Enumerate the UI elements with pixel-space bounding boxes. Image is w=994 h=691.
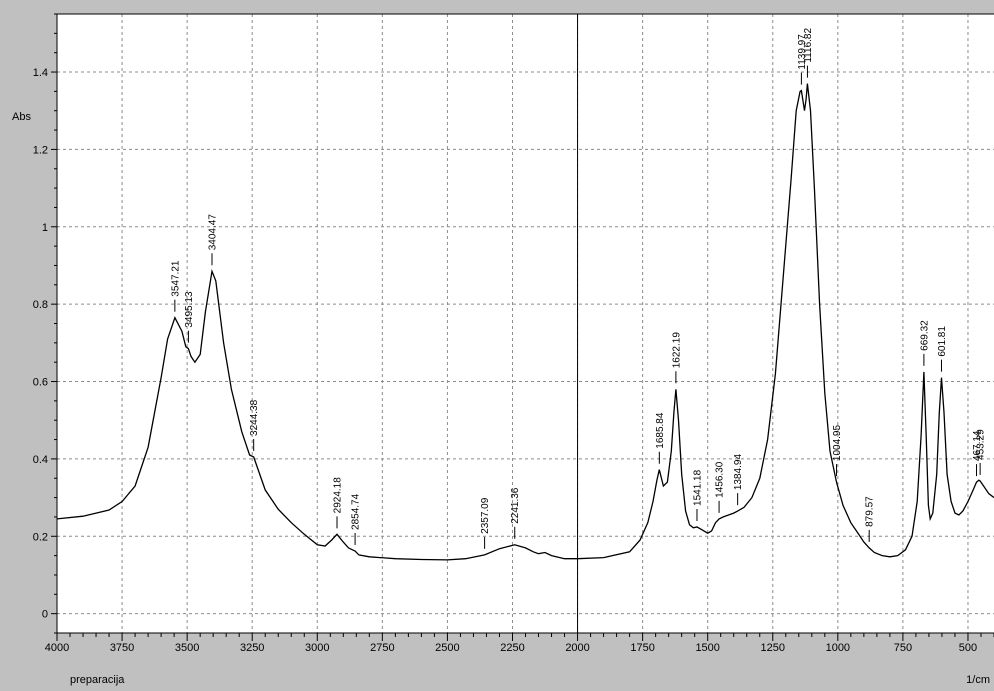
plot-area[interactable] <box>57 14 994 633</box>
y-tick-label: 1.4 <box>33 67 48 79</box>
peak-label: 1384.94 <box>733 454 744 491</box>
x-tick-label: 2250 <box>500 642 524 654</box>
peak-marker[interactable]: 669.32 <box>919 320 930 366</box>
grid <box>57 14 994 633</box>
y-tick-label: 1 <box>42 222 48 234</box>
x-tick-label: 3500 <box>175 642 199 654</box>
peak-marker[interactable]: 467.14 <box>972 430 983 477</box>
peak-marker[interactable]: 2357.09 <box>480 497 491 549</box>
x-tick-label: 2000 <box>565 642 589 654</box>
peak-marker[interactable]: 1004.95 <box>832 425 843 477</box>
y-tick-label: 0.4 <box>33 454 48 466</box>
peak-marker[interactable]: 2924.18 <box>333 477 344 529</box>
x-tick-label: 1500 <box>695 642 719 654</box>
y-tick-label: 0.2 <box>33 531 48 543</box>
peak-marker[interactable]: 1116.82 <box>803 28 814 78</box>
peak-marker[interactable]: 1139.97 <box>797 34 808 85</box>
peak-marker[interactable]: 3495.13 <box>184 291 195 343</box>
peak-marker[interactable]: 3404.47 <box>208 214 219 266</box>
x-tick-label: 750 <box>894 642 912 654</box>
peak-marker[interactable]: 1622.19 <box>671 332 682 384</box>
series <box>56 83 994 561</box>
peak-marker[interactable]: 1685.84 <box>655 412 666 464</box>
y-axis-label: Abs <box>12 111 31 123</box>
peak-marker[interactable]: 453.29 <box>976 429 987 475</box>
peak-marker[interactable]: 1384.94 <box>733 454 744 506</box>
y-tick-label: 0 <box>42 609 48 621</box>
x-tick-label: 3000 <box>305 642 329 654</box>
x-axis-label: 1/cm <box>966 674 990 686</box>
peak-label: 2854.74 <box>351 493 362 530</box>
peak-label: 1139.97 <box>797 34 808 70</box>
peak-label: 467.14 <box>972 430 983 461</box>
peak-label: 2924.18 <box>333 477 344 514</box>
peak-label: 2357.09 <box>480 497 491 534</box>
peak-label: 453.29 <box>976 429 987 460</box>
peak-label: 1685.84 <box>655 412 666 449</box>
peak-marker[interactable]: 2241.36 <box>510 487 521 539</box>
peak-label: 1622.19 <box>671 332 682 369</box>
x-tick-label: 3750 <box>110 642 134 654</box>
peak-label: 3495.13 <box>184 291 195 328</box>
x-tick-label: 2500 <box>435 642 459 654</box>
x-tick-label: 1000 <box>826 642 850 654</box>
x-tick-label: 4000 <box>45 642 69 654</box>
x-tick-label: 3250 <box>240 642 264 654</box>
peak-label: 3244.38 <box>249 399 260 436</box>
x-tick-label: 2750 <box>370 642 394 654</box>
peak-label: 1116.82 <box>803 28 814 63</box>
peak-label: 3547.21 <box>170 260 181 297</box>
peak-label: 669.32 <box>919 320 930 351</box>
y-tick-label: 0.8 <box>33 299 48 311</box>
peak-marker[interactable]: 879.57 <box>865 496 876 542</box>
x-tick-label: 1250 <box>761 642 785 654</box>
peak-marker[interactable]: 601.81 <box>937 326 948 372</box>
peak-marker[interactable]: 3547.21 <box>170 260 181 312</box>
x-tick-label: 1750 <box>630 642 654 654</box>
peak-label: 1541.18 <box>692 469 703 506</box>
sample-name-label: preparacija <box>70 674 125 686</box>
peak-marker[interactable]: 3244.38 <box>249 399 260 451</box>
peak-marker[interactable]: 1456.30 <box>715 461 726 513</box>
peak-label: 879.57 <box>865 496 876 527</box>
peak-marker[interactable]: 1541.18 <box>692 469 703 521</box>
x-tick-label: 500 <box>959 642 977 654</box>
peak-label: 2241.36 <box>510 487 521 524</box>
peak-label: 3404.47 <box>208 214 219 251</box>
peak-label: 601.81 <box>937 326 948 357</box>
peak-label: 1456.30 <box>715 461 726 498</box>
y-tick-label: 0.6 <box>33 377 48 389</box>
spectrum-line <box>56 83 994 561</box>
peak-label: 1004.95 <box>832 425 843 462</box>
axes: 4000 3750 3500 3250 3000 2750 2500 2250 2000 1750… <box>33 13 994 654</box>
peak-marker[interactable]: 2854.74 <box>351 493 362 545</box>
y-tick-label: 1.2 <box>33 144 48 156</box>
